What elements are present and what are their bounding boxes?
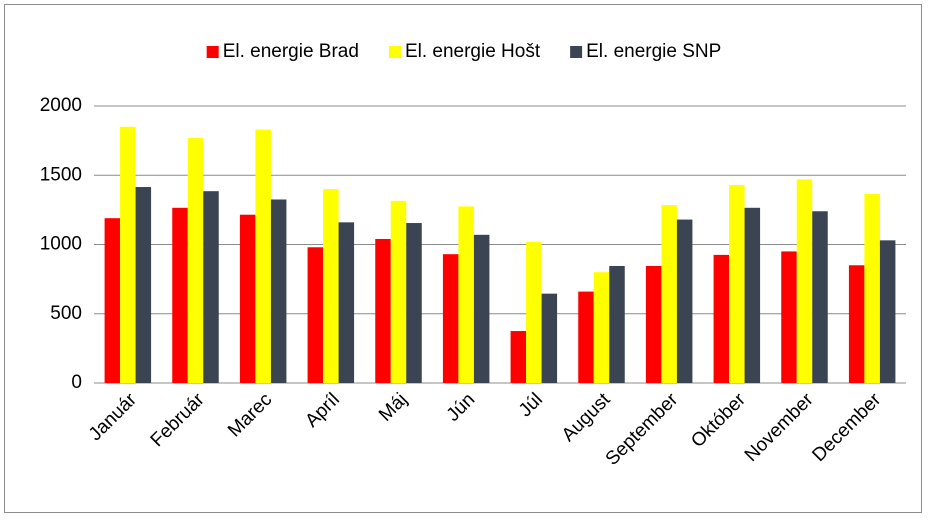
- bar: [796, 179, 813, 383]
- bar: [104, 218, 121, 383]
- legend-swatch: [570, 46, 583, 58]
- bar: [744, 207, 761, 383]
- bar: [609, 265, 625, 383]
- bar: [458, 206, 474, 383]
- bar: [510, 331, 527, 383]
- bar: [338, 222, 355, 383]
- bar: [406, 223, 422, 383]
- bar: [239, 214, 256, 383]
- y-tick-label: 500: [50, 303, 82, 324]
- bar: [187, 137, 204, 383]
- legend-label: El. energie SNP: [586, 41, 721, 62]
- bar: [390, 200, 407, 383]
- bar: [729, 184, 745, 383]
- bar: [661, 205, 677, 383]
- bar: [135, 187, 152, 383]
- bar: [781, 251, 797, 383]
- bar: [812, 211, 828, 383]
- bar: [375, 238, 391, 383]
- legend-swatch: [206, 46, 219, 58]
- bar: [307, 247, 324, 383]
- legend-label: El. energie Brad: [223, 41, 359, 62]
- legend-swatch: [388, 46, 401, 58]
- bar: [323, 189, 339, 383]
- bar: [676, 219, 693, 383]
- bar: [713, 254, 730, 383]
- bar: [203, 191, 219, 383]
- bar: [541, 293, 558, 383]
- bar: [120, 126, 136, 384]
- bar: [593, 272, 610, 383]
- bar: [578, 291, 594, 383]
- y-tick-label: 2000: [40, 95, 82, 116]
- bar: [879, 240, 896, 383]
- y-tick-label: 0: [71, 372, 82, 393]
- bar: [172, 207, 188, 383]
- bar: [645, 265, 662, 383]
- y-tick-label: 1500: [40, 164, 82, 185]
- bar: [848, 265, 865, 383]
- y-tick-label: 1000: [40, 234, 82, 255]
- bar: [270, 199, 287, 383]
- bar: [473, 234, 490, 383]
- bar: [864, 193, 880, 383]
- bar: [442, 254, 459, 383]
- bar: [255, 129, 271, 383]
- legend-label: El. energie Hošt: [405, 41, 541, 62]
- bar: [526, 241, 542, 383]
